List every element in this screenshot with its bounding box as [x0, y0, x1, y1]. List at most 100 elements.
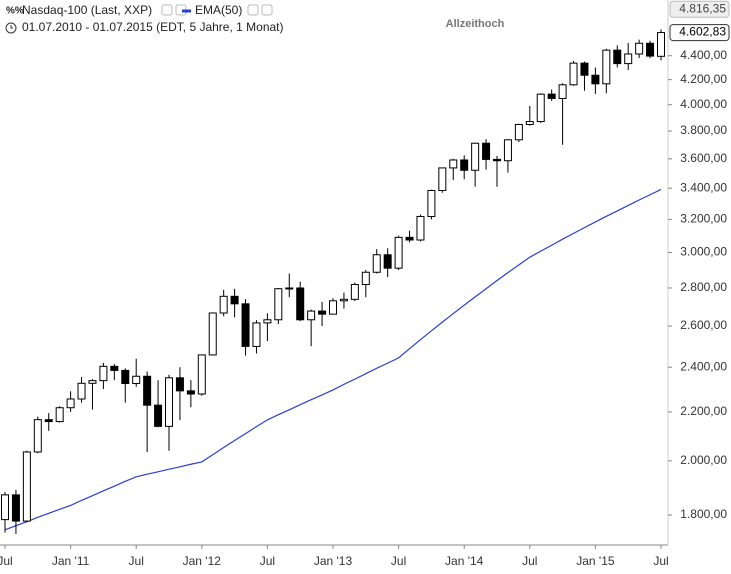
- candle-body: [525, 121, 534, 125]
- candle-body: [635, 42, 644, 55]
- candle-body: [329, 300, 337, 315]
- chart-title: Nasdaq-100 (Last, XXP): [22, 3, 152, 17]
- ath-box: [669, 0, 730, 18]
- candle-body: [536, 93, 545, 123]
- candle-body: [99, 365, 108, 382]
- candle-body: [602, 49, 611, 85]
- last-price-label: 4.602,83: [679, 25, 726, 39]
- candle-body: [154, 404, 163, 427]
- candle-body: [132, 375, 141, 385]
- candle-body: [514, 123, 523, 141]
- header: %% Nasdaq-100 (Last, XXP) EMA(50) 01.07.…: [5, 3, 284, 34]
- candle-body: [624, 53, 633, 65]
- chart-icon: %%: [6, 6, 24, 17]
- y-tick-label: 4.200,00: [680, 72, 727, 86]
- candle-body: [361, 271, 370, 286]
- candle-body: [569, 62, 578, 86]
- candle-body: [296, 287, 305, 321]
- x-tick-label: Jan '11: [52, 554, 90, 568]
- candle-body: [482, 142, 491, 160]
- y-tick-label: 4.000,00: [680, 97, 727, 111]
- candle-body: [372, 254, 381, 273]
- candle-body: [318, 310, 327, 315]
- candle-body: [580, 62, 589, 76]
- candle-body: [77, 382, 86, 400]
- y-tick-label: 3.400,00: [680, 180, 727, 194]
- candle-body: [657, 32, 665, 57]
- x-tick-label: Jan '13: [314, 554, 353, 568]
- candle-body: [350, 284, 359, 300]
- y-tick-label: 3.600,00: [680, 151, 727, 165]
- y-tick-label: 2.000,00: [680, 453, 727, 467]
- candle-body: [197, 354, 206, 395]
- candle-body: [471, 142, 480, 171]
- candle-body: [11, 494, 20, 522]
- candle-body: [175, 377, 184, 392]
- x-tick-label: Jan '15: [576, 554, 615, 568]
- candle-body: [33, 419, 42, 453]
- candle-body: [110, 365, 119, 371]
- clock-hand: [10, 25, 13, 29]
- candle-body: [416, 215, 425, 241]
- last-price-box: [669, 24, 730, 42]
- candle-body: [307, 310, 316, 321]
- chart-subtitle: 01.07.2010 - 01.07.2015 (EDT, 5 Jahre, 1…: [22, 20, 284, 34]
- x-tick-label: Jul: [0, 554, 13, 568]
- candle-body: [230, 295, 239, 305]
- legend-label: EMA(50): [195, 3, 242, 17]
- x-tick-label: Jul: [129, 554, 144, 568]
- candle-body: [460, 159, 469, 171]
- annotation: Allzeithoch: [446, 18, 505, 30]
- y-tick-label: 3.000,00: [680, 245, 727, 259]
- x-tick-label: Jan '12: [183, 554, 222, 568]
- candle-body: [66, 398, 75, 409]
- y-tick-label: 4.400,00: [680, 48, 727, 62]
- candle-body: [208, 312, 217, 356]
- y-tick-label: 3.200,00: [680, 212, 727, 226]
- close-icon[interactable]: [261, 4, 273, 16]
- candle-body: [186, 390, 195, 395]
- candle-body: [143, 375, 152, 406]
- candle-body: [427, 189, 436, 217]
- ema-line: [4, 188, 662, 531]
- ath-label: 4.816,35: [679, 1, 726, 15]
- y-tick-label: 2.400,00: [680, 359, 727, 373]
- settings-icon[interactable]: [161, 4, 173, 16]
- candle-body: [263, 319, 272, 324]
- candle-body: [252, 322, 261, 347]
- candle-body: [274, 288, 283, 321]
- y-tick-label: 3.800,00: [680, 123, 727, 137]
- candle-body: [88, 380, 97, 384]
- candle-body: [558, 84, 567, 99]
- y-tick-label: 1.800,00: [680, 507, 727, 521]
- candle-body: [121, 369, 130, 385]
- x-tick-label: Jul: [391, 554, 406, 568]
- clock-icon: [5, 22, 17, 34]
- candle-body: [591, 74, 600, 85]
- x-tick-label: Jul: [260, 554, 275, 568]
- settings-icon[interactable]: [247, 4, 259, 16]
- y-tick-label: 2.600,00: [680, 318, 727, 332]
- candle-body: [339, 298, 348, 302]
- x-tick-label: Jul: [653, 554, 668, 568]
- x-tick-label: Jan '14: [445, 554, 484, 568]
- candle-body: [503, 139, 512, 162]
- candle-body: [383, 254, 392, 269]
- candle-body: [405, 236, 414, 241]
- candle-body: [449, 159, 458, 169]
- candle-body: [613, 49, 622, 65]
- candle-body: [394, 236, 403, 269]
- candle-body: [22, 451, 31, 522]
- candle-body: [165, 377, 173, 427]
- candle-body: [241, 303, 250, 347]
- candle-body: [493, 158, 501, 162]
- candle-body: [219, 295, 228, 314]
- candle-body: [1, 494, 9, 521]
- candle-body: [55, 407, 64, 423]
- candle-body: [646, 42, 655, 57]
- candle-body: [547, 93, 556, 99]
- candle-body: [285, 287, 294, 290]
- y-tick-label: 2.200,00: [680, 404, 727, 418]
- candle-body: [438, 167, 447, 191]
